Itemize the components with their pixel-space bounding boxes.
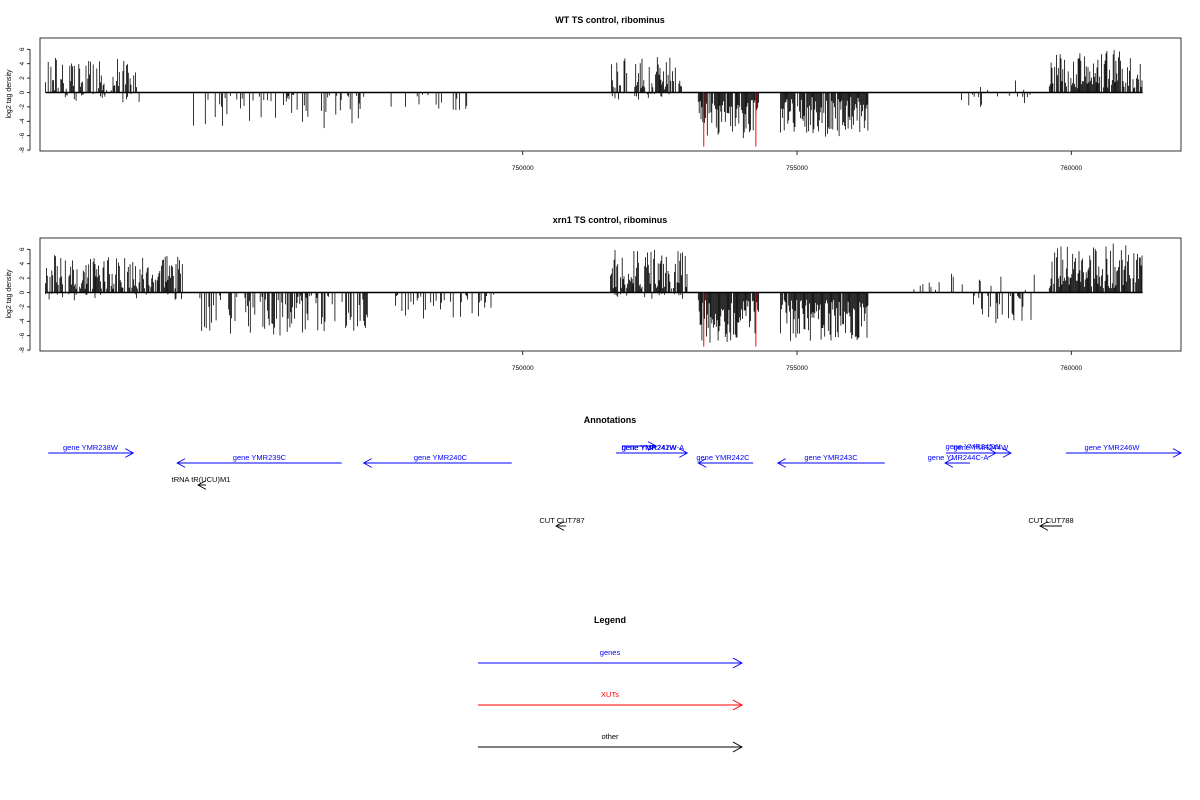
wt-plot-frame [39,37,1182,152]
legend-title: Legend [594,615,626,625]
arrow-head-icon [987,448,997,458]
arrow-head-icon [1002,448,1012,458]
annotation-feature: gene YMR246W [1065,443,1182,458]
y-tick-label: -2 [19,104,26,110]
annotation-feature: tRNA tR(UCU)M1 [172,475,231,490]
y-tick-label: 0 [19,290,26,294]
legend-label: XUTs [601,690,619,699]
y-tick-label: 6 [19,247,26,251]
y-tick-label: -6 [19,332,26,338]
annotation-feature: gene YMR243C [776,453,885,468]
legend-item: other [478,732,743,753]
annotation-label: CUT CUT788 [1028,516,1073,525]
wt-x-axis: 750000 755000 760000 [512,151,1083,172]
annotation-label: gene YMR243C [804,453,858,462]
legend-item: genes [478,648,743,669]
annotation-label: gene YMR244W [953,443,1009,452]
arrow-head-icon [697,458,707,468]
x-tick-label: 760000 [1060,165,1082,172]
annotation-label: gene YMR239C [233,453,287,462]
annotation-label: tRNA tR(UCU)M1 [172,475,231,484]
arrow-head-icon [1172,448,1182,458]
y-tick-label: -2 [19,304,26,310]
annotation-label: gene YMR246W [1085,443,1141,452]
y-tick-label: 2 [19,276,26,280]
arrow-head-icon [362,458,372,468]
xrn1-y-axis-label: log2 tag density [6,269,13,319]
arrow-head-icon [944,458,954,468]
xrn1-xut-markers [703,292,757,347]
xrn1-plot-frame [39,237,1182,352]
annotation-label: gene YMR245W [946,442,1002,451]
xrn1-density-bars [45,243,1143,343]
x-tick-label: 755000 [786,365,808,372]
wt-track-panel: WT TS control, ribominus log2 tag densit… [6,15,1182,172]
annotations-title: Annotations [584,415,637,425]
annotation-feature: gene YMR244C-A [928,453,989,468]
y-tick-label: 2 [19,76,26,80]
y-tick-label: 6 [19,47,26,51]
x-tick-label: 750000 [512,165,534,172]
annotation-feature: gene YMR242W-A [622,441,684,452]
x-tick-label: 750000 [512,365,534,372]
arrow-head-icon [647,441,657,451]
y-tick-label: -8 [19,147,26,153]
arrow-head-icon [125,448,135,458]
annotation-feature: gene YMR240C [362,453,512,468]
y-tick-label: -6 [19,132,26,138]
annotation-label: gene YMR242W-A [622,443,684,452]
xrn1-x-axis: 750000 755000 760000 [512,351,1083,372]
wt-panel-title: WT TS control, ribominus [555,15,665,25]
arrow-head-icon [1039,521,1049,531]
y-tick-label: 4 [19,62,26,66]
legend-panel: Legend genes XUTs other [478,615,743,753]
arrow-head-icon [776,458,787,468]
y-tick-label: -4 [19,318,26,324]
annotation-feature: gene YMR238W [48,443,135,458]
annotation-label: gene YMR238W [63,443,119,452]
x-tick-label: 755000 [786,165,808,172]
annotation-feature: gene YMR241W [615,443,689,458]
feature-tracks: gene YMR238W gene YMR239C gene YMR240C tRNA… [48,441,1182,531]
legend-items: genes XUTs other [478,648,743,753]
y-tick-label: 4 [19,262,26,266]
y-tick-label: -4 [19,118,26,124]
annotation-label: gene YMR242C [696,453,750,462]
annotation-feature: gene YMR245W [946,442,1002,458]
legend-label: other [601,732,619,741]
xrn1-track-panel: xrn1 TS control, ribominus log2 tag dens… [6,215,1182,372]
arrow-head-icon [679,448,689,458]
annotation-feature: CUT CUT788 [1028,516,1074,531]
wt-y-axis-label: log2 tag density [6,69,13,119]
annotation-label: gene YMR240C [414,453,468,462]
arrow-head-icon [555,521,565,531]
wt-xut-markers [703,92,757,147]
annotation-label: gene YMR244C-A [928,453,989,462]
annotation-feature: gene YMR239C [176,453,342,468]
annotation-feature: CUT CUT787 [539,516,585,531]
xrn1-y-axis: 6 4 2 0 -2 -4 -6 -8 [19,247,31,353]
y-tick-label: 0 [19,90,26,94]
arrow-head-icon [176,458,186,468]
arrow-head-icon [732,699,743,711]
arrow-head-icon [732,741,743,753]
wt-density-bars [45,50,1143,139]
annotation-label: CUT CUT787 [539,516,584,525]
legend-label: genes [600,648,621,657]
annotation-feature: gene YMR242C [696,453,754,468]
arrow-head-icon [197,480,207,490]
legend-item: XUTs [478,690,743,711]
annotation-label: gene YMR241W [621,443,677,452]
y-tick-label: -8 [19,347,26,353]
x-tick-label: 760000 [1060,365,1082,372]
xrn1-panel-title: xrn1 TS control, ribominus [553,215,668,225]
arrow-head-icon [732,657,743,669]
wt-y-axis: 6 4 2 0 -2 -4 -6 -8 [19,47,31,153]
